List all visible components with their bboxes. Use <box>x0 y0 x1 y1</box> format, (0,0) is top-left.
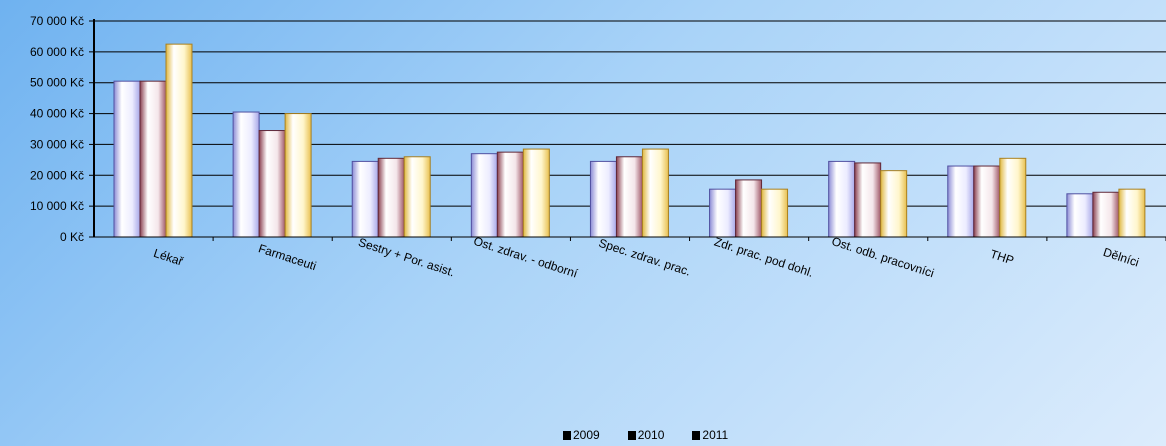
bar-2011-8 <box>1118 188 1146 238</box>
bar-2009-8 <box>1066 193 1094 238</box>
bar-2011-5 <box>761 188 789 238</box>
y-tick-label: 60 000 Kč <box>30 45 84 59</box>
bar-2010-0 <box>139 80 167 238</box>
x-category-label: Zdr. prac. pod dohl. <box>712 235 815 280</box>
bar-2009-0 <box>113 80 141 238</box>
bar-2010-8 <box>1092 191 1120 238</box>
x-category-label: Farmaceuti <box>257 241 318 273</box>
bar-2011-2 <box>403 156 431 238</box>
y-tick-label: 70 000 Kč <box>30 14 84 28</box>
legend-swatch-2009 <box>563 430 571 440</box>
x-category-label: THP <box>988 247 1015 268</box>
x-category-label: Dělníci <box>1102 245 1141 270</box>
y-tick-label: 10 000 Kč <box>30 199 84 213</box>
bar-2011-3 <box>522 148 550 238</box>
x-category-label: Spec. zdrav. prac. <box>597 236 692 279</box>
bar-2009-4 <box>589 160 617 238</box>
bar-2010-4 <box>615 156 643 238</box>
legend: 2009 2010 2011 <box>563 428 728 442</box>
bars <box>113 43 1146 238</box>
bar-2010-6 <box>854 162 882 238</box>
legend-swatch-2011 <box>692 430 701 440</box>
bar-2009-6 <box>828 160 856 238</box>
x-category-label: Sestry + Por. asist. <box>357 235 457 279</box>
bar-2010-1 <box>258 130 286 238</box>
bar-2011-4 <box>641 148 669 238</box>
x-category-label: Ost. zdrav. - odborní <box>472 234 580 281</box>
bar-2011-0 <box>165 43 193 238</box>
y-axis-tick-labels: 0 Kč 10 000 Kč 20 000 Kč 30 000 Kč 40 000 Kč… <box>30 14 84 244</box>
y-tick-label: 30 000 Kč <box>30 137 84 151</box>
x-category-label: Ost. odb. pracovníci <box>830 234 936 280</box>
x-category-label: Lékař <box>152 246 186 269</box>
x-axis-category-labels: Lékař Farmaceuti Sestry + Por. asist. Ost. … <box>152 234 1141 281</box>
y-tick-label: 20 000 Kč <box>30 168 84 182</box>
legend-label-2011: 2011 <box>702 428 729 442</box>
legend-item-2010: 2010 <box>627 428 665 442</box>
bar-2009-5 <box>709 188 737 238</box>
bar-2009-7 <box>947 165 975 238</box>
y-tick-label: 40 000 Kč <box>30 107 84 121</box>
legend-item-2009: 2009 <box>563 428 600 442</box>
bar-2011-7 <box>999 157 1027 238</box>
y-tick-label: 50 000 Kč <box>30 76 84 90</box>
bar-2010-3 <box>496 151 524 238</box>
bar-2010-7 <box>973 165 1001 238</box>
bar-2010-5 <box>735 179 763 238</box>
bar-2009-3 <box>470 153 498 238</box>
bar-2009-1 <box>232 111 260 238</box>
axes <box>89 19 1166 241</box>
y-tick-label: 0 Kč <box>60 230 84 244</box>
bar-2011-1 <box>284 113 312 238</box>
bar-2010-2 <box>377 157 405 238</box>
bar-2011-6 <box>880 170 908 238</box>
legend-swatch-2010 <box>627 430 636 440</box>
legend-label-2009: 2009 <box>573 428 600 442</box>
legend-label-2010: 2010 <box>637 428 665 442</box>
bar-2009-2 <box>351 160 379 238</box>
legend-item-2011: 2011 <box>692 428 728 442</box>
